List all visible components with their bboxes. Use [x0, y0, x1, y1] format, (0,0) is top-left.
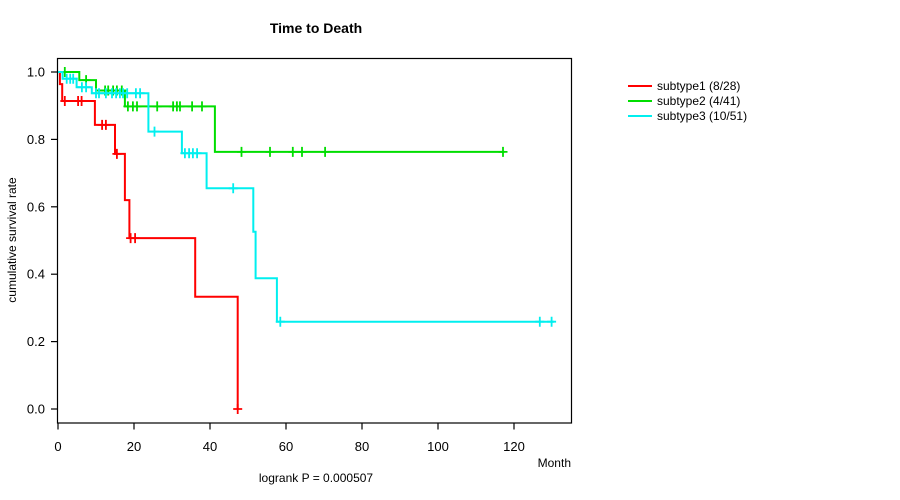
x-tick-label: 120	[503, 439, 525, 454]
y-tick-label: 0.6	[27, 199, 45, 214]
censor-marks-subtype1	[60, 96, 243, 414]
x-tick-label: 20	[127, 439, 141, 454]
y-tick-label: 0.2	[27, 334, 45, 349]
x-tick-label: 100	[427, 439, 449, 454]
x-tick-label: 60	[279, 439, 293, 454]
survival-curve-subtype2	[58, 71, 505, 153]
legend: subtype1 (8/28) subtype2 (4/41) subtype3…	[628, 79, 747, 123]
logrank-p-label: logrank P = 0.000507	[259, 471, 374, 485]
survival-curve-subtype3	[58, 71, 554, 323]
y-axis-label: cumulative survival rate	[5, 177, 19, 303]
censor-marks-subtype3	[62, 73, 557, 327]
x-axis-ticks: 0 20 40 60 80 100 120	[54, 423, 525, 454]
y-tick-label: 0.8	[27, 132, 45, 147]
x-tick-label: 40	[203, 439, 217, 454]
y-tick-label: 1.0	[27, 65, 45, 80]
censor-marks-subtype2	[60, 67, 508, 157]
y-tick-label: 0.4	[27, 267, 45, 282]
y-tick-label: 0.0	[27, 402, 45, 417]
y-axis-ticks: 0.0 0.2 0.4 0.6 0.8 1.0	[27, 65, 58, 417]
legend-label-subtype3: subtype3 (10/51)	[657, 109, 747, 123]
legend-label-subtype1: subtype1 (8/28)	[657, 79, 740, 93]
survival-curves	[58, 67, 557, 414]
chart-title: Time to Death	[270, 20, 362, 36]
x-tick-label: 0	[54, 439, 61, 454]
plot-box	[56, 57, 573, 424]
x-axis-unit-label: Month	[538, 456, 571, 470]
legend-label-subtype2: subtype2 (4/41)	[657, 94, 740, 108]
x-tick-label: 80	[355, 439, 369, 454]
